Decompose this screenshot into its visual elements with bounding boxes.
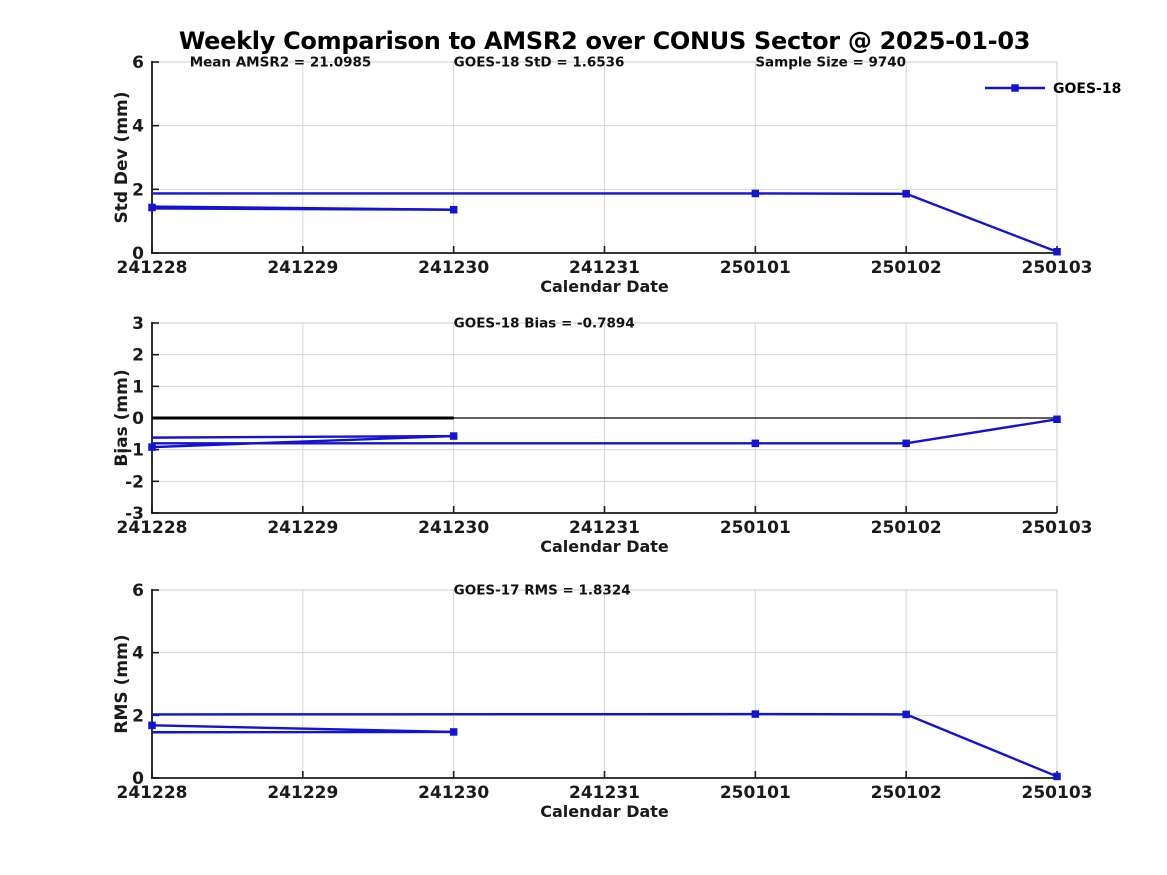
x-axis-title: Calendar Date	[540, 802, 669, 821]
y-tick-label: 0	[132, 769, 144, 789]
x-tick-labels: 241228 241229 241230 241231 250101 250102 2501…	[117, 518, 1093, 538]
x-tick-label: 241229	[267, 783, 338, 803]
x-tick-label: 250103	[1022, 518, 1093, 538]
data-point-marker	[449, 728, 458, 736]
series-line	[151, 207, 454, 211]
y-tick-label: -2	[125, 472, 144, 492]
subplot-bias: 241228 241229 241230 241231 250101 250102 2501…	[112, 314, 1092, 556]
x-tick-label: 250102	[871, 518, 942, 538]
gridlines	[152, 590, 1058, 778]
data-point-marker	[1053, 247, 1061, 256]
y-tick-label: 2	[132, 706, 144, 726]
annotation: GOES-18 StD = 1.6536	[454, 55, 625, 71]
y-tick-labels: 0 2 4 6	[132, 581, 144, 789]
y-axis-title: RMS (mm)	[112, 634, 132, 733]
y-tick-label: 3	[132, 314, 144, 334]
gridlines	[152, 323, 1058, 513]
data-point-marker	[902, 710, 910, 719]
x-tick-label: 241230	[418, 783, 489, 803]
data-point-marker	[751, 189, 760, 198]
data-point-marker	[148, 443, 156, 451]
y-tick-label: 6	[132, 581, 144, 601]
y-tick-labels: -3 -2 -1 0 1 2 3	[125, 314, 144, 524]
data-point-marker	[902, 190, 910, 198]
x-tick-labels: 241228 241229 241230 241231 250101 250102 2501…	[117, 258, 1093, 278]
x-tick-label: 241228	[117, 783, 188, 803]
legend-marker-sample	[1011, 84, 1019, 92]
y-tick-labels: 0 2 4 6	[132, 53, 144, 264]
series-line	[152, 418, 1058, 445]
y-tick-label: -1	[125, 441, 144, 461]
series-GOES-18	[151, 192, 1058, 253]
subplot-stddev: 241228 241229 241230 241231 250101 250102 2501…	[112, 53, 1121, 296]
y-axis-title: Bias (mm)	[112, 369, 132, 466]
series-line	[151, 434, 454, 439]
y-tick-label: 6	[132, 53, 144, 73]
y-axis-title: Std Dev (mm)	[112, 91, 132, 223]
data-point-marker	[902, 439, 910, 448]
x-tick-label: 241229	[267, 518, 338, 538]
x-axis-title: Calendar Date	[540, 537, 669, 556]
annotation: GOES-18 Bias = -0.7894	[454, 316, 635, 332]
x-tick-labels: 241228 241229 241230 241231 250101 250102 2501…	[117, 783, 1093, 803]
data-point-marker	[449, 205, 458, 214]
y-tick-label: 0	[132, 244, 144, 264]
x-tick-label: 250103	[1022, 258, 1093, 278]
annotation: Mean AMSR2 = 21.0985	[190, 55, 372, 71]
data-point-marker	[751, 710, 760, 718]
annotations: Mean AMSR2 = 21.0985 GOES-18 StD = 1.6536…	[190, 55, 906, 71]
x-tick-label: 250103	[1022, 783, 1093, 803]
series-line	[151, 434, 454, 449]
x-tick-label: 241228	[117, 518, 188, 538]
series-line	[152, 192, 1058, 253]
series-markers	[148, 710, 1061, 781]
y-tick-label: 0	[132, 409, 144, 429]
annotation: Sample Size = 9740	[755, 55, 906, 71]
data-point-marker	[751, 439, 760, 448]
x-axis-title: Calendar Date	[540, 277, 669, 296]
y-tick-label: 2	[132, 346, 144, 366]
x-tick-label: 250101	[720, 258, 791, 278]
series-GOES-18	[151, 712, 1058, 778]
series-line	[151, 712, 1058, 778]
x-tick-label: 241231	[569, 258, 640, 278]
subplot-rms: 241228 241229 241230 241231 250101 250102 2501…	[112, 581, 1092, 821]
legend-label: GOES-18	[1053, 81, 1121, 97]
x-tick-label: 250102	[871, 783, 942, 803]
x-tick-label: 241230	[418, 258, 489, 278]
x-tick-label: 250102	[871, 258, 942, 278]
data-point-marker	[1053, 772, 1061, 781]
y-tick-label: 4	[132, 117, 144, 137]
x-tick-label: 241229	[267, 258, 338, 278]
x-tick-label: 250101	[720, 518, 791, 538]
x-tick-label: 241230	[418, 518, 489, 538]
data-point-marker	[148, 203, 156, 212]
data-point-marker	[449, 432, 458, 440]
series-GOES-18	[151, 418, 1058, 449]
series-markers	[148, 415, 1061, 451]
y-tick-label: 1	[132, 377, 144, 397]
x-tick-label: 241231	[569, 518, 640, 538]
series-markers	[148, 189, 1061, 256]
x-tick-label: 241228	[117, 258, 188, 278]
gridlines	[152, 62, 1058, 253]
data-point-marker	[148, 721, 156, 730]
y-tick-label: 2	[132, 180, 144, 200]
x-tick-label: 241231	[569, 783, 640, 803]
annotation: GOES-17 RMS = 1.8324	[454, 583, 631, 599]
y-tick-label: 4	[132, 644, 144, 664]
annotations: GOES-18 Bias = -0.7894	[454, 316, 635, 332]
legend: GOES-18	[985, 81, 1121, 97]
plot-title: Weekly Comparison to AMSR2 over CONUS Se…	[178, 27, 1031, 55]
x-tick-label: 250101	[720, 783, 791, 803]
data-point-marker	[1053, 415, 1061, 424]
y-tick-label: -3	[125, 504, 144, 524]
annotations: GOES-17 RMS = 1.8324	[454, 583, 631, 599]
